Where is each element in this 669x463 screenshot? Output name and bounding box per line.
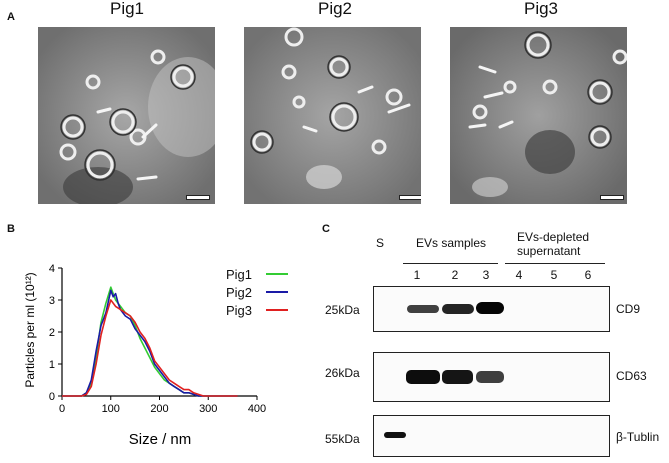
ladder-26kda: 26kDa xyxy=(325,366,360,380)
scale-bar xyxy=(186,195,210,200)
marker-cd9: CD9 xyxy=(616,302,641,316)
ladder-25kda: 25kDa xyxy=(325,303,360,317)
em-title-pig3: Pig3 xyxy=(523,0,559,18)
panel-c-label: C xyxy=(322,223,330,235)
x-tick-label: 200 xyxy=(150,403,168,415)
em-image-pig1 xyxy=(38,27,215,204)
ladder-55kda: 55kDa xyxy=(325,432,360,446)
lane-4: 4 xyxy=(515,268,523,282)
marker-beta-tublin: β-Tublin xyxy=(616,430,660,444)
em-title-pig2: Pig2 xyxy=(317,0,353,18)
blot-beta-tublin xyxy=(373,415,610,457)
panel-b-label: B xyxy=(7,223,15,235)
marker-cd63: CD63 xyxy=(616,369,647,383)
lane-3: 3 xyxy=(482,268,490,282)
x-tick-label: 300 xyxy=(199,403,217,415)
y-tick-label: 1 xyxy=(49,359,55,371)
y-tick-label: 0 xyxy=(49,391,55,403)
em-title-pig1: Pig1 xyxy=(109,0,145,18)
band xyxy=(384,432,406,438)
legend-item-pig1: Pig1 xyxy=(226,265,316,283)
x-tick-label: 400 xyxy=(248,403,266,415)
chart-legend: Pig1 Pig2 Pig3 xyxy=(226,265,316,319)
scale-bar xyxy=(600,195,624,200)
blot-depleted-label-1: EVs-depleted xyxy=(517,230,590,244)
y-tick-label: 2 xyxy=(49,327,55,339)
legend-swatch xyxy=(266,291,288,293)
depleted-bracket xyxy=(505,263,605,264)
blot-s-label: S xyxy=(376,236,385,250)
series-line-pig3 xyxy=(62,299,238,397)
lane-1: 1 xyxy=(413,268,421,282)
band xyxy=(476,302,504,314)
x-tick-label: 100 xyxy=(102,403,120,415)
blot-cd9 xyxy=(373,286,610,332)
blot-cd63 xyxy=(373,352,610,402)
em-image-pig3 xyxy=(450,27,627,204)
legend-item-pig3: Pig3 xyxy=(226,301,316,319)
legend-swatch xyxy=(266,273,288,275)
series-line-pig1 xyxy=(62,286,238,397)
scale-bar xyxy=(399,195,421,200)
legend-label: Pig3 xyxy=(226,302,253,318)
blot-evs-label: EVs samples xyxy=(416,236,487,250)
size-distribution-chart: 0 1 2 3 4 0 100 200 300 400 Particles per ml (10¹… xyxy=(23,263,266,448)
band xyxy=(476,371,504,383)
legend-swatch xyxy=(266,309,288,311)
legend-label: Pig2 xyxy=(226,284,253,300)
lane-5: 5 xyxy=(550,268,558,282)
legend-label: Pig1 xyxy=(226,266,253,282)
x-tick-label: 0 xyxy=(59,403,65,415)
series-line-pig2 xyxy=(62,289,238,397)
band xyxy=(407,305,439,313)
y-axis-label: Particles per ml (10¹²) xyxy=(23,272,37,387)
band xyxy=(442,370,473,384)
legend-item-pig2: Pig2 xyxy=(226,283,316,301)
blot-depleted-label-2: supernatant xyxy=(517,244,581,258)
band xyxy=(442,304,474,314)
lane-6: 6 xyxy=(584,268,592,282)
em-image-pig2 xyxy=(244,27,421,204)
lane-2: 2 xyxy=(451,268,459,282)
evs-bracket xyxy=(403,263,498,264)
band xyxy=(406,370,440,384)
panel-a-label: A xyxy=(7,11,15,23)
y-tick-label: 3 xyxy=(49,295,55,307)
x-axis-label: Size / nm xyxy=(129,431,192,448)
y-tick-label: 4 xyxy=(49,263,55,275)
